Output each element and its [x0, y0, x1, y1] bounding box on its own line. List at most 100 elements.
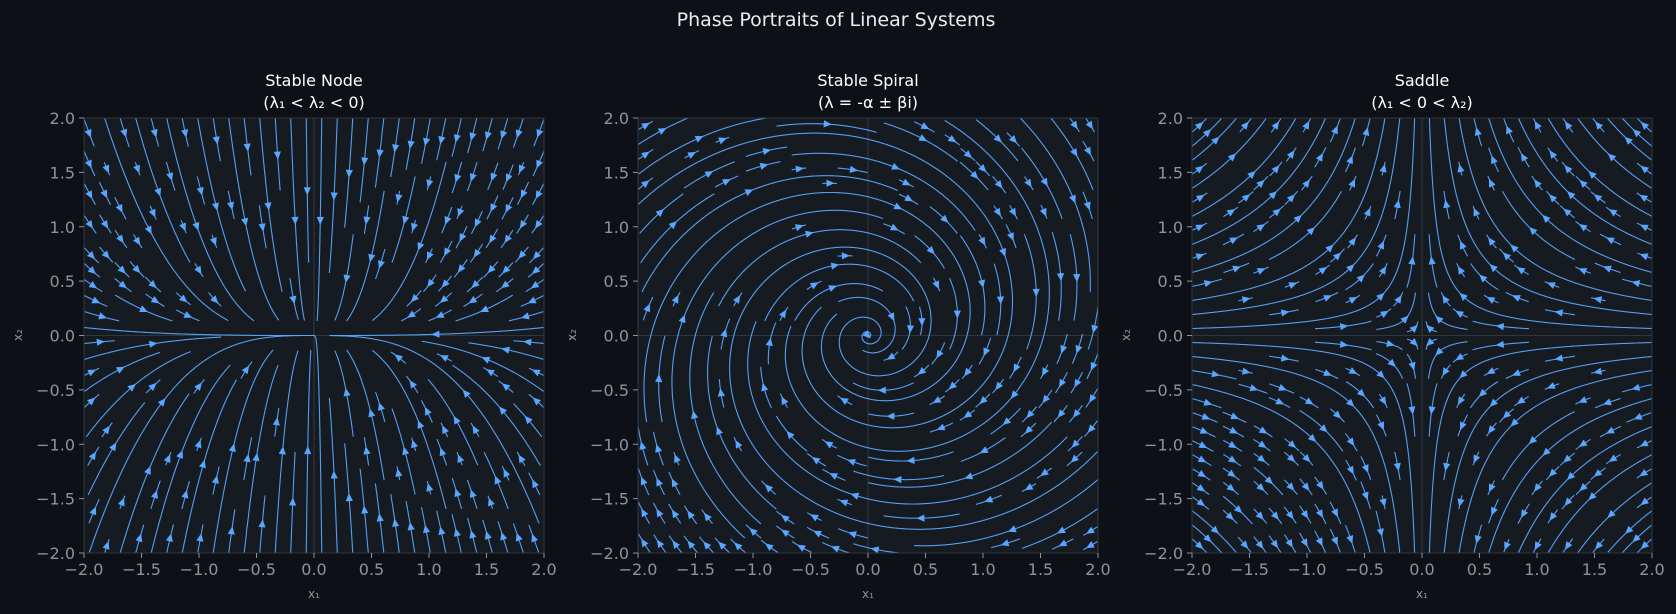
y-tick-label: 0.0 [604, 327, 629, 346]
zero-lines [1192, 118, 1652, 553]
streamline-arrow [363, 446, 371, 455]
streamline-arrow [488, 497, 495, 507]
streamline-arrow [1379, 164, 1387, 173]
streamline-arrow [368, 253, 376, 263]
streamline-arrow [917, 367, 927, 375]
streamline-arrow [521, 312, 530, 320]
streamline-arrow [1356, 388, 1366, 397]
streamline-arrow [829, 473, 839, 480]
streamline-arrow [1632, 534, 1641, 543]
streamline-arrow [668, 221, 677, 230]
streamline-arrow [407, 522, 415, 531]
streamline-arrow [407, 310, 416, 318]
streamline-arrow [655, 444, 663, 453]
streamline-arrow [1455, 310, 1464, 318]
streamline-arrow [1323, 295, 1332, 302]
streamline-arrow [117, 265, 126, 274]
streamline-arrow [1000, 539, 1010, 547]
streamline-arrow [148, 280, 157, 289]
streamline-arrow [85, 190, 93, 199]
streamline-arrow [862, 330, 871, 339]
streamline-arrow [1346, 465, 1354, 475]
streamline-arrow [1380, 310, 1389, 318]
x-tick-label: 1.0 [1524, 560, 1549, 579]
streamline-arrow [811, 457, 821, 465]
streamline-arrow [212, 202, 219, 211]
streamline-arrow [1379, 498, 1387, 507]
x-tick-label: −0.5 [791, 560, 830, 579]
streamline-arrow [722, 179, 731, 186]
y-tick-label: 1.5 [1158, 163, 1183, 182]
panel-stable-node: Stable Node (λ₁ < λ₂ < 0) −2.0 −1.5 −1.0 −0… [11, 71, 557, 601]
streamline-arrow [1089, 394, 1097, 403]
streamline-arrow [1516, 267, 1526, 275]
x-tick-label: 0.0 [1409, 560, 1434, 579]
x-tick-label: −1.0 [1288, 560, 1327, 579]
streamline-arrow [655, 373, 663, 383]
streamline-arrow [1474, 535, 1482, 544]
streamline-arrow [127, 383, 136, 392]
streamline-arrow [426, 483, 434, 492]
streamline-arrow [1332, 252, 1342, 261]
y-tick-label: 2.0 [50, 109, 75, 128]
streamline-arrow [502, 265, 511, 274]
x-tick-label: 0.5 [913, 560, 938, 579]
streamline-arrow [1024, 483, 1034, 491]
streamline-arrow [163, 454, 171, 463]
streamline-arrow [1549, 468, 1558, 477]
streamline-arrow [96, 338, 105, 346]
streamline-arrow [345, 493, 353, 502]
streamline-arrow [444, 216, 452, 225]
streamline-arrow [979, 446, 989, 454]
streamline-arrow [535, 220, 543, 229]
streamline-arrow [1285, 538, 1293, 548]
streamline-arrow [1240, 540, 1249, 549]
streamline-arrow [1226, 209, 1236, 217]
streamline-arrow [995, 381, 1004, 391]
y-axis-ticks: −2.0 −1.5 −1.0 −0.5 0.0 0.5 1.0 1.5 2.0 [1144, 109, 1192, 563]
streamline-arrow [1070, 120, 1078, 130]
streamline-arrow [759, 162, 769, 170]
y-tick-label: 1.0 [50, 218, 75, 237]
streamline-arrow [765, 543, 774, 551]
x-tick-label: −1.5 [122, 560, 161, 579]
streamline-arrow [1346, 535, 1354, 544]
streamline-arrow [291, 216, 299, 225]
streamline-arrow [765, 337, 773, 347]
streamline-arrow [1625, 525, 1634, 534]
streamline-arrow [1203, 534, 1212, 543]
streamline-arrow [438, 526, 446, 536]
streamline-arrow [999, 247, 1006, 257]
streamline-arrow [439, 295, 449, 303]
streamline-arrow [519, 220, 528, 229]
streamline-arrow [916, 514, 925, 522]
streamline-arrow [84, 129, 92, 138]
y-axis-label: x₂ [1119, 329, 1133, 341]
streamline-arrow [102, 541, 110, 550]
streamline-arrow [469, 173, 477, 182]
streamline-arrow [839, 499, 849, 507]
streamline-arrow [1457, 164, 1465, 173]
streamline-arrow [441, 279, 450, 288]
streamline-arrow [1202, 129, 1212, 138]
streamline-arrow [1071, 439, 1080, 448]
streamline-arrow [964, 367, 972, 377]
streamline-arrow [1549, 512, 1558, 521]
streamline-arrow [1376, 292, 1385, 301]
streamline-arrow [1241, 194, 1251, 202]
streamline-arrow [1534, 179, 1542, 188]
streamline-arrow [1408, 256, 1416, 265]
streamline-arrow [243, 143, 251, 152]
streamline-arrow [1579, 179, 1588, 188]
streamline-arrow [655, 209, 664, 218]
x-axis-label: x₁ [308, 587, 320, 601]
streamline-arrow [100, 189, 108, 199]
streamline-arrow [181, 489, 189, 499]
streamline-arrow [194, 265, 202, 275]
streamline-arrow [1377, 240, 1384, 250]
y-tick-label: 0.5 [604, 272, 629, 291]
streamline-arrow [1086, 526, 1095, 534]
streamline-arrow [887, 312, 895, 322]
streamline-arrow [133, 236, 141, 246]
streamline-arrow [1306, 227, 1315, 236]
